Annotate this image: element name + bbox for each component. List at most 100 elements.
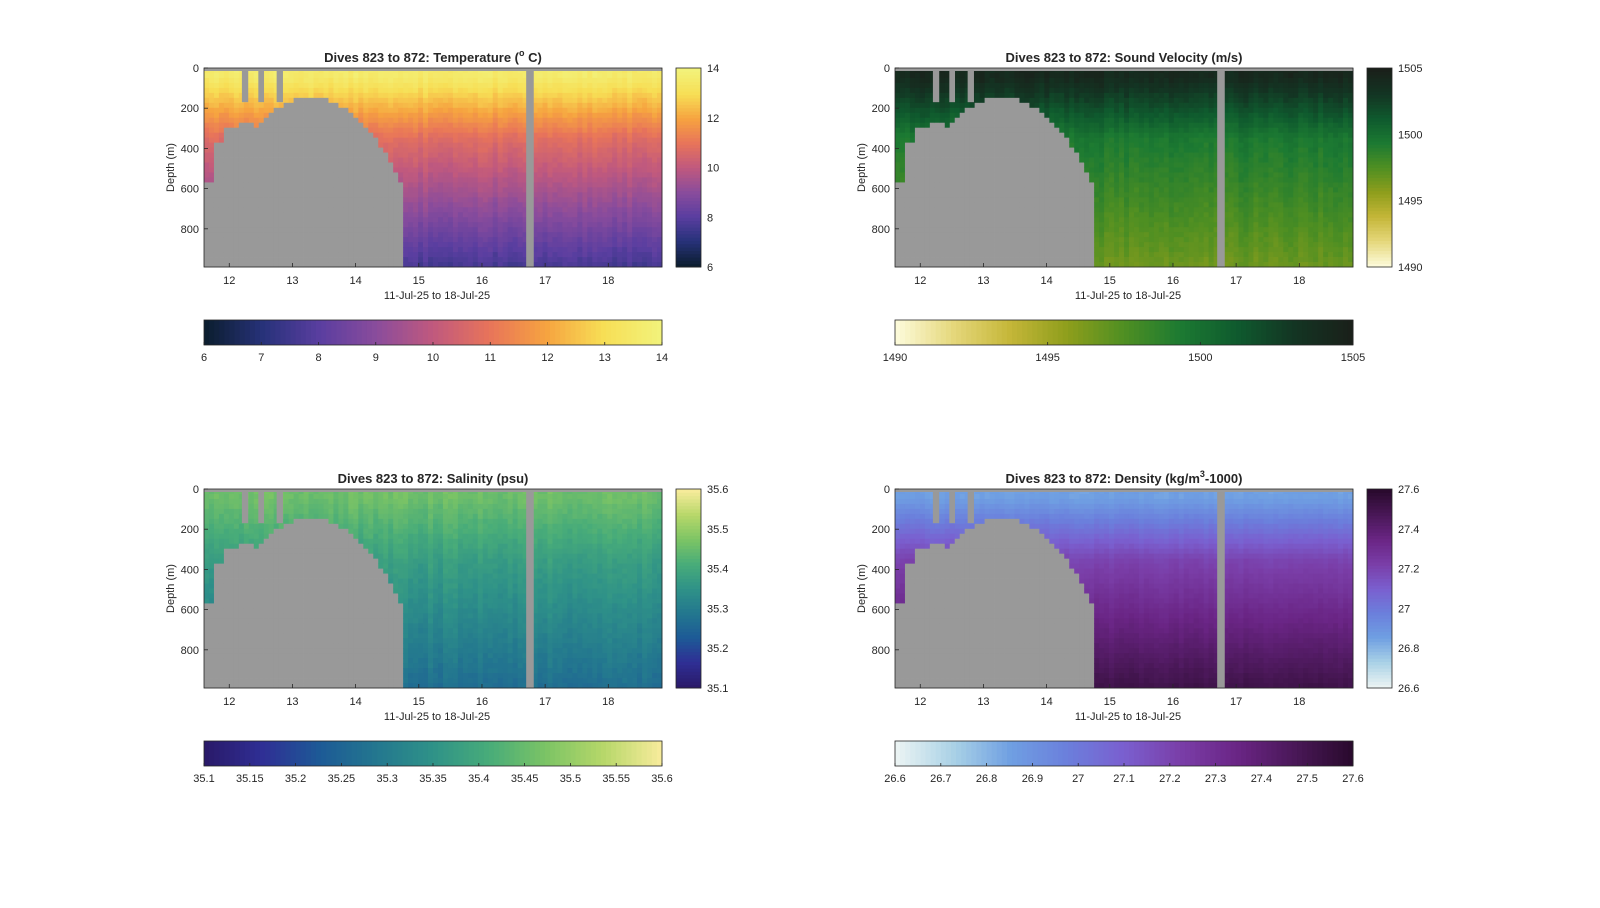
colorbar-tick-label: 35.25 [328, 773, 356, 785]
colorbar-tick-label: 27.4 [1251, 773, 1272, 785]
colorbar-tick-label: 27.1 [1113, 773, 1134, 785]
y-tick-label: 200 [181, 524, 199, 536]
colorbar-tick-label: 27.3 [1205, 773, 1226, 785]
data-gap [932, 489, 940, 524]
y-tick-label: 600 [872, 184, 890, 196]
colorbar-tick-label: 27.5 [1296, 773, 1317, 785]
colorbar-tick-label: 1500 [1188, 352, 1212, 364]
colorbar-tick-label: 12 [541, 352, 553, 364]
colorbar-tick-label: 35.1 [193, 773, 214, 785]
colorbar-right: 6 8 10 12 14 [675, 63, 719, 274]
x-tick-label: 14 [1040, 275, 1052, 287]
colorbar-tick-label: 10 [427, 352, 439, 364]
x-tick-label: 15 [413, 696, 425, 708]
colorbar-right: 35.1 35.2 35.3 35.4 35.5 35.6 [675, 484, 728, 695]
x-tick-label: 12 [223, 696, 235, 708]
y-tick-label: 600 [181, 605, 199, 617]
data-gap [276, 68, 283, 103]
colorbar-tick-label: 35.35 [419, 773, 447, 785]
colorbar-tick-label: 1495 [1398, 196, 1422, 208]
y-tick-label: 800 [872, 645, 890, 657]
colorbar-tick-label: 7 [258, 352, 264, 364]
heatmap [895, 68, 1354, 268]
data-gap [258, 489, 265, 524]
colorbar-tick-label: 35.6 [707, 484, 728, 496]
x-axis-label: 11-Jul-25 to 18-Jul-25 [1075, 711, 1181, 723]
x-tick-label: 17 [1230, 696, 1242, 708]
colorbar-tick-label: 26.7 [930, 773, 951, 785]
x-tick-label: 13 [286, 696, 298, 708]
x-tick-label: 14 [1040, 696, 1052, 708]
data-gap [241, 68, 249, 103]
colorbar-tick-label: 35.1 [707, 683, 728, 695]
colorbar-tick-label: 26.6 [1398, 683, 1419, 695]
data-gap [258, 68, 265, 103]
y-tick-label: 800 [181, 224, 199, 236]
surface-band [895, 68, 1353, 71]
colorbar-tick-label: 1500 [1398, 129, 1422, 141]
chart-panel-2: 12 13 14 15 16 17 18 0 200 400 600 800 11-Jul-25 to … [856, 50, 1422, 364]
colorbar-tick-label: 26.6 [884, 773, 905, 785]
data-gap [241, 489, 249, 524]
chart-title: Dives 823 to 872: Temperature (o C) [324, 48, 542, 65]
y-tick-label: 0 [884, 484, 890, 496]
x-tick-label: 15 [1104, 275, 1116, 287]
y-tick-label: 600 [181, 184, 199, 196]
y-tick-label: 0 [193, 63, 199, 75]
data-gap [1217, 68, 1225, 267]
x-tick-label: 15 [1104, 696, 1116, 708]
x-tick-label: 14 [349, 275, 361, 287]
colorbar-tick-label: 1505 [1341, 352, 1365, 364]
colorbar-tick-label: 35.45 [511, 773, 539, 785]
x-tick-label: 18 [1293, 275, 1305, 287]
x-axis-label: 11-Jul-25 to 18-Jul-25 [384, 711, 490, 723]
colorbar-tick-label: 1490 [883, 352, 907, 364]
colorbar-tick-label: 9 [373, 352, 379, 364]
x-tick-label: 18 [602, 275, 614, 287]
x-tick-label: 12 [914, 275, 926, 287]
heatmap [204, 68, 663, 268]
plot-frame [894, 488, 1354, 689]
surface-band [204, 489, 662, 492]
data-gap [526, 489, 534, 688]
surface-band [204, 68, 662, 71]
data-gap [967, 68, 974, 103]
y-tick-label: 400 [181, 564, 199, 576]
surface-band [895, 489, 1353, 492]
plot-frame [894, 67, 1354, 268]
colorbar-tick-label: 27.4 [1398, 524, 1419, 536]
x-tick-label: 15 [413, 275, 425, 287]
colorbar-tick-label: 12 [707, 113, 719, 125]
x-tick-label: 13 [286, 275, 298, 287]
colorbar-tick-label: 14 [656, 352, 668, 364]
colorbar-tick-label: 35.55 [602, 773, 630, 785]
y-tick-label: 0 [193, 484, 199, 496]
colorbar-tick-label: 13 [599, 352, 611, 364]
colorbar-tick-label: 8 [707, 212, 713, 224]
y-axis-label: Depth (m) [856, 143, 868, 192]
x-tick-label: 13 [977, 696, 989, 708]
colorbar-bottom: 26.6 26.7 26.8 26.9 27 27.1 27.2 27.3 27.4 27.5 27… [884, 740, 1364, 785]
colorbar-tick-label: 14 [707, 63, 719, 75]
x-tick-label: 16 [476, 696, 488, 708]
colorbar-tick-label: 27 [1072, 773, 1084, 785]
x-axis-label: 11-Jul-25 to 18-Jul-25 [384, 290, 490, 302]
chart-panel-4: 12 13 14 15 16 17 18 0 200 400 600 800 11-Jul-25 to … [856, 469, 1419, 785]
y-tick-label: 800 [181, 645, 199, 657]
colorbar-tick-label: 35.6 [651, 773, 672, 785]
y-tick-label: 200 [872, 524, 890, 536]
data-gap [932, 68, 940, 103]
colorbar-tick-label: 35.2 [285, 773, 306, 785]
x-tick-label: 17 [1230, 275, 1242, 287]
colorbar-tick-label: 35.3 [376, 773, 397, 785]
colorbar-tick-label: 1490 [1398, 262, 1422, 274]
chart-panel-1: 12 13 14 15 16 17 18 0 200 400 600 800 11-Jul-25 to … [165, 48, 719, 364]
y-tick-label: 0 [884, 63, 890, 75]
x-tick-label: 16 [476, 275, 488, 287]
chart-title: Dives 823 to 872: Density (kg/m3-1000) [1006, 469, 1243, 486]
chart-title: Dives 823 to 872: Sound Velocity (m/s) [1006, 50, 1243, 65]
data-gap [949, 489, 956, 524]
colorbar-tick-label: 35.5 [707, 524, 728, 536]
colorbar-tick-label: 8 [315, 352, 321, 364]
